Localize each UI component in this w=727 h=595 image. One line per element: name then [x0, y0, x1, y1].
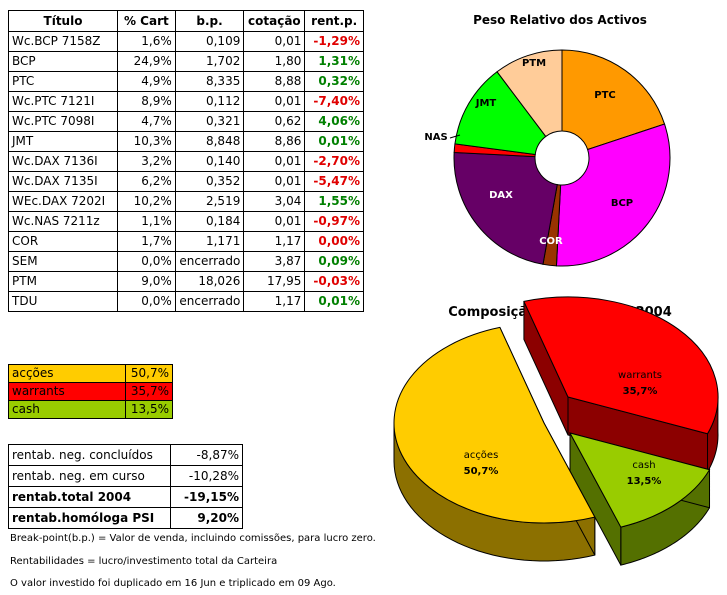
cell-titulo: COR [8, 231, 118, 252]
cell-titulo: Wc.PTC 7121I [8, 91, 118, 112]
note-valor-investido: O valor investido foi duplicado em 16 Ju… [10, 578, 336, 589]
table-row: PTC 4,9% 8,335 8,88 0,32% [8, 71, 364, 92]
cell-rent: -2,70% [304, 151, 364, 172]
cell-cotacao: 1,17 [243, 291, 306, 312]
pie-label-1-1: 35,7% [623, 386, 658, 397]
cell-bp: 2,519 [174, 191, 245, 212]
cell-titulo: Wc.DAX 7136I [8, 151, 118, 172]
returns-table: rentab. neg. concluídos -8,87% rentab. neg… [8, 444, 243, 529]
pie-label-0-1: 50,7% [464, 466, 499, 477]
pie-slice-1 [523, 296, 719, 435]
doughnut-slice-ptm [496, 49, 563, 138]
cell-titulo: PTC [8, 71, 118, 92]
doughnut-chart-title: Peso Relativo dos Activos [473, 13, 647, 27]
cell-cotacao: 1,80 [243, 51, 306, 72]
cell-cart: 4,7% [116, 111, 176, 132]
table-row: Wc.PTC 7098I 4,7% 0,321 0,62 4,06% [8, 111, 364, 132]
cell-bp: 1,702 [174, 51, 245, 72]
note-breakpoint: Break-point(b.p.) = Valor de venda, incl… [10, 533, 376, 544]
pie-label-2-1: 13,5% [627, 476, 662, 487]
pie-label-0-0: acções [464, 450, 499, 461]
doughnut-label-cor: COR [539, 236, 563, 247]
cell-bp: 1,171 [174, 231, 245, 252]
pie-slice-2 [569, 432, 711, 528]
table-row: COR 1,7% 1,171 1,17 0,00% [8, 231, 364, 252]
pie-label-2-0: cash [632, 460, 655, 471]
doughnut-label-dax: DAX [489, 190, 513, 201]
doughnut-chart: PTC BCP COR DAX NAS JMT PTM [424, 49, 671, 267]
cell-cotacao: 3,04 [243, 191, 306, 212]
allocation-table: acções 50,7% warrants 35,7% cash 13,5% [8, 364, 173, 419]
cell-rent: -7,40% [304, 91, 364, 112]
cell-cotacao: 1,17 [243, 231, 306, 252]
cell-cart: 0,0% [116, 251, 176, 272]
cell-titulo: TDU [8, 291, 118, 312]
cell-rent: 4,06% [304, 111, 364, 132]
table-row: BCP 24,9% 1,702 1,80 1,31% [8, 51, 364, 72]
table-row: Wc.PTC 7121I 8,9% 0,112 0,01 -7,40% [8, 91, 364, 112]
cell-rent: -0,97% [304, 211, 364, 232]
cell-rent: 0,01% [304, 131, 364, 152]
cell-cotacao: 0,01 [243, 31, 306, 52]
allocation-label: cash [8, 400, 126, 419]
allocation-value: 13,5% [125, 400, 173, 419]
doughnut-slice-ptc [561, 49, 666, 151]
doughnut-label-nas: NAS [424, 132, 447, 143]
returns-row: rentab. neg. em curso -10,28% [8, 465, 243, 487]
cell-cart: 1,1% [116, 211, 176, 232]
table-row: WEc.DAX 7202I 10,2% 2,519 3,04 1,55% [8, 191, 364, 212]
cell-rent: 0,32% [304, 71, 364, 92]
table-row: TDU 0,0% encerrado 1,17 0,01% [8, 291, 364, 312]
cell-bp: 8,848 [174, 131, 245, 152]
cell-cart: 10,3% [116, 131, 176, 152]
doughnut-slice-dax [453, 151, 558, 265]
doughnut-label-bcp: BCP [611, 198, 633, 209]
pie-label-1-0: warrants [618, 370, 662, 381]
cell-cotacao: 0,01 [243, 151, 306, 172]
returns-row: rentab.total 2004 -19,15% [8, 486, 243, 508]
pie-slice-0 [393, 326, 596, 524]
doughnut-label-ptc: PTC [594, 90, 616, 101]
doughnut-slice-bcp [555, 123, 671, 267]
returns-value: -10,28% [170, 465, 243, 487]
cell-cotacao: 8,86 [243, 131, 306, 152]
header-rent: rent.p. [304, 10, 364, 32]
cell-bp: 8,335 [174, 71, 245, 92]
holdings-header-row: Título % Cart b.p. cotação rent.p. [8, 10, 364, 32]
doughnut-label-ptm: PTM [522, 58, 546, 69]
holdings-table: Título % Cart b.p. cotação rent.p. Wc.BC… [8, 10, 364, 312]
returns-value: -8,87% [170, 444, 243, 466]
cell-cotacao: 0,01 [243, 211, 306, 232]
doughnut-slice-jmt [454, 71, 547, 156]
allocation-row: warrants 35,7% [8, 382, 173, 401]
cell-rent: 0,00% [304, 231, 364, 252]
returns-value: 9,20% [170, 507, 243, 529]
cell-rent: 0,01% [304, 291, 364, 312]
note-rentabilidades: Rentabilidades = lucro/investimento tota… [10, 556, 278, 567]
allocation-row: cash 13,5% [8, 400, 173, 419]
cell-titulo: Wc.BCP 7158Z [8, 31, 118, 52]
cell-cart: 0,0% [116, 291, 176, 312]
cell-bp: encerrado [174, 291, 245, 312]
cell-cart: 9,0% [116, 271, 176, 292]
returns-row: rentab.homóloga PSI 9,20% [8, 507, 243, 529]
table-row: Wc.DAX 7136I 3,2% 0,140 0,01 -2,70% [8, 151, 364, 172]
cell-cart: 4,9% [116, 71, 176, 92]
cell-rent: -1,29% [304, 31, 364, 52]
cell-cart: 8,9% [116, 91, 176, 112]
table-row: Wc.NAS 7211z 1,1% 0,184 0,01 -0,97% [8, 211, 364, 232]
cell-rent: 1,31% [304, 51, 364, 72]
cell-titulo: WEc.DAX 7202I [8, 191, 118, 212]
returns-label: rentab.homóloga PSI [8, 507, 171, 529]
nas-leader-line [449, 134, 461, 139]
doughnut-label-jmt: JMT [475, 98, 497, 109]
